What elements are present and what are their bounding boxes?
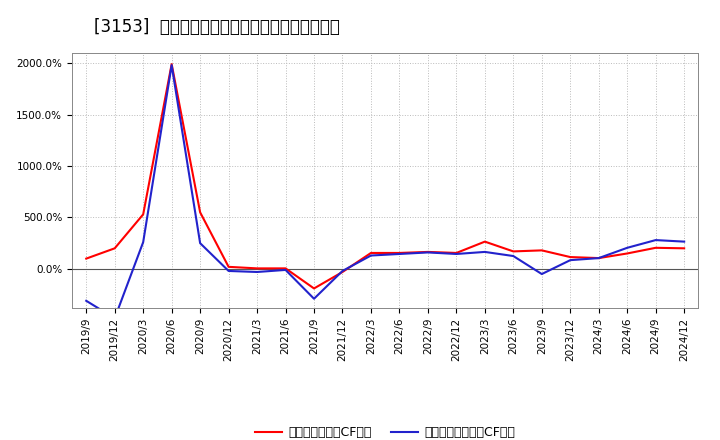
有利子負債フリーCF比率: [82, 298, 91, 304]
有利子負債営業CF比率: [395, 250, 404, 256]
有利子負債フリーCF比率: [196, 241, 204, 246]
有利子負債フリーCF比率: [566, 257, 575, 263]
有利子負債営業CF比率: [110, 246, 119, 251]
有利子負債フリーCF比率: [225, 268, 233, 274]
有利子負債営業CF比率: [566, 254, 575, 260]
有利子負債フリーCF比率: [167, 62, 176, 68]
有利子負債営業CF比率: [509, 249, 518, 254]
有利子負債営業CF比率: [338, 269, 347, 275]
有利子負債営業CF比率: [652, 245, 660, 250]
有利子負債営業CF比率: [225, 264, 233, 269]
有利子負債フリーCF比率: [110, 315, 119, 321]
有利子負債営業CF比率: [623, 251, 631, 256]
有利子負債営業CF比率: [196, 209, 204, 215]
有利子負債フリーCF比率: [310, 296, 318, 301]
有利子負債営業CF比率: [595, 256, 603, 261]
有利子負債営業CF比率: [253, 266, 261, 271]
有利子負債営業CF比率: [480, 239, 489, 244]
Line: 有利子負債営業CF比率: 有利子負債営業CF比率: [86, 64, 684, 289]
Line: 有利子負債フリーCF比率: 有利子負債フリーCF比率: [86, 65, 684, 318]
Text: [3153]  有利子負債キャッシュフロー比率の推移: [3153] 有利子負債キャッシュフロー比率の推移: [94, 18, 339, 36]
有利子負債フリーCF比率: [423, 250, 432, 255]
有利子負債フリーCF比率: [395, 251, 404, 257]
有利子負債フリーCF比率: [623, 245, 631, 250]
有利子負債フリーCF比率: [652, 238, 660, 243]
有利子負債営業CF比率: [680, 246, 688, 251]
有利子負債フリーCF比率: [139, 239, 148, 245]
有利子負債フリーCF比率: [680, 239, 688, 244]
Legend: 有利子負債営業CF比率, 有利子負債フリーCF比率: 有利子負債営業CF比率, 有利子負債フリーCF比率: [250, 422, 521, 440]
有利子負債営業CF比率: [366, 250, 375, 256]
有利子負債フリーCF比率: [366, 253, 375, 258]
有利子負債営業CF比率: [537, 248, 546, 253]
有利子負債フリーCF比率: [480, 249, 489, 255]
有利子負債フリーCF比率: [282, 267, 290, 272]
有利子負債フリーCF比率: [338, 268, 347, 274]
有利子負債営業CF比率: [167, 62, 176, 67]
有利子負債営業CF比率: [82, 256, 91, 261]
有利子負債営業CF比率: [282, 266, 290, 271]
有利子負債フリーCF比率: [452, 251, 461, 257]
有利子負債営業CF比率: [452, 250, 461, 256]
有利子負債フリーCF比率: [253, 269, 261, 275]
有利子負債営業CF比率: [423, 249, 432, 255]
有利子負債営業CF比率: [139, 212, 148, 217]
有利子負債営業CF比率: [310, 286, 318, 291]
有利子負債フリーCF比率: [595, 256, 603, 261]
有利子負債フリーCF比率: [537, 271, 546, 277]
有利子負債フリーCF比率: [509, 253, 518, 259]
